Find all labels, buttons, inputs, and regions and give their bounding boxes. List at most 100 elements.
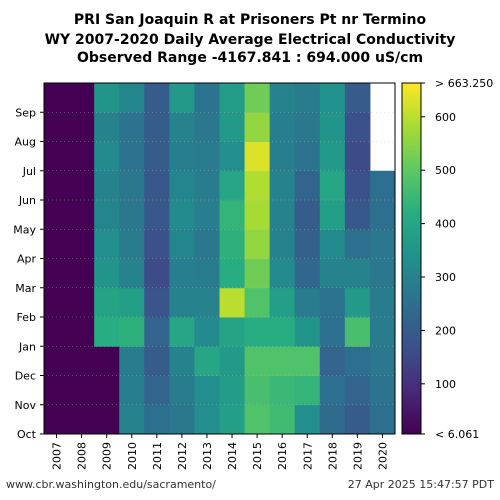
heatmap-cell: [169, 317, 195, 347]
heatmap-cell: [119, 141, 145, 172]
heatmap-cell: [69, 346, 95, 376]
heatmap-cell: [94, 375, 120, 406]
heatmap-cell: [94, 287, 120, 318]
heatmap-cell: [69, 375, 95, 406]
heatmap-cell: [94, 229, 120, 259]
heatmap-cell: [344, 141, 371, 172]
heatmap-cell: [244, 375, 271, 406]
heatmap-cell: [319, 229, 346, 259]
x-tick-label: 2016: [276, 442, 289, 470]
heatmap-cell: [44, 258, 70, 289]
colorbar-min-label: < 6.061: [435, 428, 479, 441]
heatmap-cell: [69, 287, 95, 318]
x-tick-label: 2011: [151, 442, 164, 470]
heatmap-cell: [69, 170, 95, 201]
heatmap-cell: [194, 112, 220, 142]
heatmap-cell: [319, 200, 346, 230]
x-tick-label: 2008: [76, 442, 89, 470]
heatmap-cell: [44, 83, 70, 113]
heatmap-cell: [344, 112, 371, 142]
heatmap-cell: [44, 229, 70, 259]
heatmap-cell: [344, 258, 371, 289]
heatmap-cell: [344, 375, 371, 406]
heatmap-cell: [319, 287, 346, 318]
x-tick-label: 2010: [126, 442, 139, 470]
footer-source-url[interactable]: www.cbr.washington.edu/sacramento/: [6, 478, 216, 491]
heatmap-cell: [119, 375, 145, 406]
colorbar-gradient: [401, 82, 422, 435]
heatmap-cell: [144, 83, 170, 113]
heatmap-cell: [144, 404, 170, 435]
heatmap-cell: [369, 317, 396, 347]
heatmap-cell: [294, 112, 321, 142]
heatmap-cell: [44, 317, 70, 347]
heatmap-cell: [69, 141, 95, 172]
heatmap-cell: [319, 83, 346, 113]
heatmap-cell: [169, 229, 195, 259]
heatmap-cell: [269, 346, 296, 376]
y-tick-label: Nov: [15, 399, 37, 412]
heatmap-cell: [294, 141, 321, 172]
heatmap-cell: [44, 404, 70, 435]
heatmap-cell: [94, 200, 120, 230]
heatmap-cell: [44, 287, 70, 318]
y-axis: Oct Nov Dec Jan Feb Mar Apr May Jun Jul Aug Sep: [13, 106, 44, 441]
heatmap-cell: [369, 229, 396, 259]
heatmap-cell: [169, 200, 195, 230]
heatmap-cell: [44, 170, 70, 201]
heatmap-cell: [294, 258, 321, 289]
heatmap-cell: [319, 375, 346, 406]
heatmap-cell: [294, 375, 321, 406]
heatmap-cell: [144, 112, 170, 142]
heatmap-cell: [194, 141, 220, 172]
colorbar-tick-label: 500: [435, 164, 456, 177]
heatmap-cell: [169, 287, 195, 318]
heatmap-cell: [294, 200, 321, 230]
heatmap-cell: [369, 170, 396, 201]
y-tick-label: Aug: [15, 136, 36, 149]
heatmap-cell: [119, 112, 145, 142]
gridlines: [44, 111, 395, 406]
heatmap-cell: [344, 346, 371, 376]
heatmap-cell: [144, 346, 170, 376]
heatmap-cells: [44, 83, 396, 435]
heatmap-cell: [344, 287, 371, 318]
heatmap-cell: [194, 287, 220, 318]
heatmap-cell: [194, 404, 220, 435]
heatmap-cell: [69, 200, 95, 230]
heatmap-cell: [94, 346, 120, 376]
x-tick-label: 2020: [376, 442, 389, 470]
heatmap-cell: [244, 170, 271, 201]
y-tick-label: Feb: [17, 311, 36, 324]
heatmap-cell: [44, 200, 70, 230]
heatmap-cell: [44, 346, 70, 376]
heatmap-cell: [44, 141, 70, 172]
footer-timestamp: 27 Apr 2025 15:47:57 PDT: [347, 478, 494, 491]
heatmap-cell: [269, 404, 296, 435]
heatmap-cell: [194, 200, 220, 230]
heatmap-cell: [69, 404, 95, 435]
heatmap-cell: [94, 141, 120, 172]
heatmap-cell: [244, 229, 271, 259]
heatmap-cell: [319, 346, 346, 376]
heatmap-cell: [144, 287, 170, 318]
heatmap-cell: [194, 229, 220, 259]
x-tick-label: 2014: [226, 442, 239, 470]
heatmap-cell: [94, 258, 120, 289]
heatmap-cell: [369, 346, 396, 376]
heatmap-cell: [169, 83, 195, 113]
x-tick-label: 2012: [176, 442, 189, 470]
heatmap-cell: [69, 258, 95, 289]
heatmap-cell: [119, 404, 145, 435]
heatmap-cell: [319, 141, 346, 172]
heatmap-cell: [244, 83, 271, 113]
heatmap-cell: [344, 229, 371, 259]
heatmap-cell: [119, 170, 145, 201]
heatmap-cell: [269, 200, 296, 230]
heatmap-cell: [219, 141, 246, 172]
colorbar-tick-label: 100: [435, 378, 456, 391]
heatmap-cell: [219, 404, 246, 435]
y-tick-label: Apr: [17, 253, 37, 266]
colorbar-tick-label: 600: [435, 111, 456, 124]
x-tick-label: 2015: [251, 442, 264, 470]
